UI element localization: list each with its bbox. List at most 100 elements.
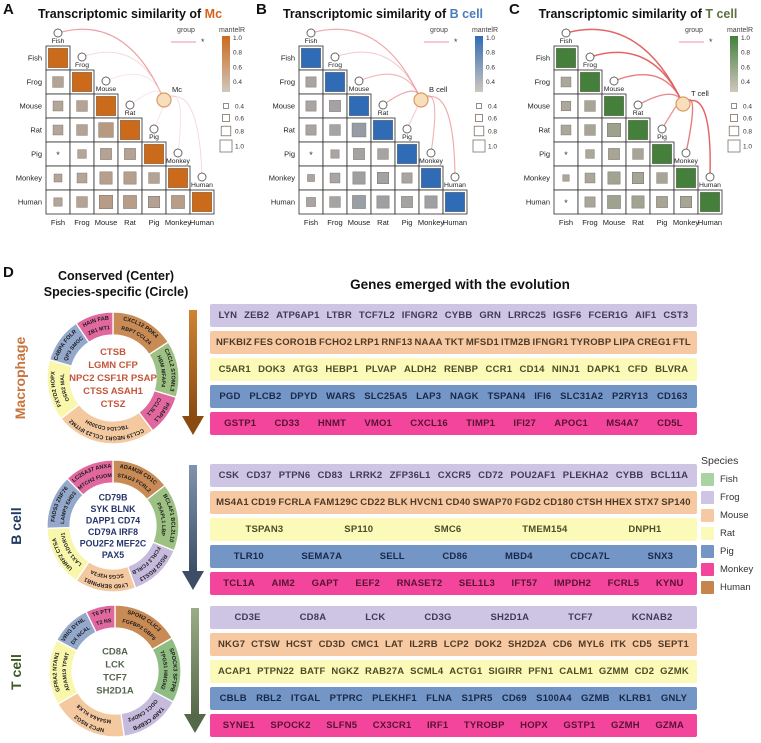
svg-text:Monkey: Monkey — [165, 218, 192, 227]
gene-label: ACAP1 — [217, 666, 252, 677]
celltype-label-bcell: B cell — [8, 507, 24, 545]
gene-label: IGSF6 — [553, 310, 582, 321]
gene-label: VMO1 — [364, 418, 393, 429]
gene-label: TLR10 — [233, 551, 264, 562]
svg-text:Frog: Frog — [327, 218, 342, 227]
gene-label: SEL1L3 — [458, 578, 495, 589]
gene-label: ITK — [610, 639, 627, 650]
species-legend-item: Frog — [701, 488, 761, 506]
gene-label: TCF7L2 — [358, 310, 395, 321]
gene-label: RNF13 — [381, 337, 413, 348]
panel-label-a: A — [3, 1, 14, 18]
gene-label: ALDH2 — [403, 364, 437, 375]
svg-text:Monkey: Monkey — [524, 174, 551, 183]
gene-label: CCR1 — [485, 364, 513, 375]
gene-label: FLNA — [426, 693, 453, 704]
svg-text:Fish: Fish — [28, 54, 42, 63]
gene-label: S100A4 — [536, 693, 572, 704]
gene-label: FCHO2 — [319, 337, 353, 348]
left-header-line1: Conserved (Center) — [58, 269, 174, 283]
svg-text:Pig: Pig — [657, 134, 667, 141]
gene-label: PLCB2 — [249, 391, 282, 402]
species-color-swatch — [701, 544, 714, 558]
gene-label: IFT57 — [511, 578, 538, 589]
gene-label: HOPX — [520, 720, 548, 731]
svg-text:0.8: 0.8 — [743, 129, 752, 136]
svg-text:Mouse: Mouse — [349, 86, 370, 93]
gene-label: CD2 — [634, 666, 655, 677]
gene-label: HVCN1 — [410, 497, 444, 508]
gene-label: FGD2 — [514, 497, 541, 508]
gene-label: CFD — [627, 364, 648, 375]
macrophage-evolution-arrow — [182, 310, 204, 435]
gene-label: AIM2 — [271, 578, 296, 589]
svg-text:Human: Human — [444, 182, 466, 189]
svg-text:Human: Human — [18, 198, 42, 207]
gene-label: CD14 — [519, 364, 545, 375]
gene-label: NGKZ — [331, 666, 360, 677]
svg-text:B cell: B cell — [429, 85, 448, 94]
svg-text:0.6: 0.6 — [743, 116, 752, 123]
panel-label-b: B — [256, 1, 267, 18]
similarity-matrix-mc: Transcriptomic similarity of Mc * Fish Fish… — [16, 7, 245, 227]
svg-text:Human: Human — [443, 218, 467, 227]
gene-label: CDCA7L — [570, 551, 610, 562]
svg-text:Fish: Fish — [536, 54, 550, 63]
gene-label: GAPT — [311, 578, 339, 589]
similarity-matrix-tcell: Transcriptomic similarity of T cell * * Fis… — [524, 7, 753, 227]
gene-label: CD72 — [478, 470, 504, 481]
celltype-label-macrophage: Macrophage — [12, 336, 28, 420]
svg-text:Mouse: Mouse — [604, 86, 625, 93]
species-legend-item: Fish — [701, 470, 761, 488]
gene-label: CTSH — [576, 497, 603, 508]
gene-label: IL2RB — [409, 639, 438, 650]
bcell-gene-rows: CSK CD37 PTPN6 CD83 LRRK2 ZFP36L1 CXCR5 CD72 POU… — [210, 464, 697, 599]
svg-text:Human: Human — [190, 218, 214, 227]
gene-label: MYL6 — [578, 639, 605, 650]
gene-label: SLC25A5 — [364, 391, 408, 402]
svg-text:GFRA2 NTAN1: GFRA2 NTAN1 — [52, 652, 61, 693]
svg-text:SYK BLNK: SYK BLNK — [91, 504, 137, 514]
gene-label: CSK — [218, 470, 240, 481]
svg-text:1.0: 1.0 — [488, 144, 497, 151]
gene-label: LAP3 — [416, 391, 442, 402]
gene-label: CD5 — [632, 639, 652, 650]
gene-row: CD3E CD8A LCK CD3G SH2D1A TCF7 KCNAB2 — [210, 606, 697, 629]
species-legend: Species Fish Frog Mouse Rat Pig Monkey Human — [701, 455, 761, 596]
svg-text:0.6: 0.6 — [235, 116, 244, 123]
svg-text:Rat: Rat — [125, 110, 136, 117]
gene-label: RAB27A — [365, 666, 405, 677]
svg-text:Monkey: Monkey — [674, 158, 698, 165]
svg-text:mantelR: mantelR — [472, 27, 498, 34]
svg-text:Frog: Frog — [75, 62, 89, 69]
svg-text:Monkey: Monkey — [419, 158, 443, 165]
gene-row: ACAP1 PTPN22 BATF NGKZ RAB27A SCML4 ACTG1 SIGIR… — [210, 660, 697, 683]
gene-label: RNASET2 — [396, 578, 443, 589]
species-name: Human — [720, 581, 751, 593]
gene-label: GZMA — [655, 720, 685, 731]
svg-text:Frog: Frog — [328, 62, 342, 69]
svg-text:Human: Human — [698, 218, 722, 227]
gene-label: PLEKHA2 — [562, 470, 609, 481]
svg-text:group: group — [685, 27, 703, 34]
gene-label: DAPK1 — [587, 364, 621, 375]
svg-text:Mouse: Mouse — [527, 102, 550, 111]
gene-label: LIPA — [613, 337, 636, 348]
gene-label: MS4A1 — [216, 497, 249, 508]
gene-label: CD19 — [251, 497, 277, 508]
gene-row: PGD PLCB2 DPYD WARS SLC25A5 LAP3 NAGK TSPAN4 IFI… — [210, 385, 697, 408]
species-name: Pig — [720, 545, 734, 557]
svg-text:*: * — [56, 150, 60, 160]
gene-label: RBL2 — [256, 693, 282, 704]
gene-label: IMPDH2 — [553, 578, 592, 589]
gene-label: CD86 — [442, 551, 468, 562]
similarity-matrix-bcell: Transcriptomic similarity of B cell * Fish… — [269, 7, 498, 227]
svg-text:DAPP1 CD74: DAPP1 CD74 — [86, 515, 140, 525]
svg-text:Pig: Pig — [31, 150, 42, 159]
svg-text:Fish: Fish — [560, 38, 573, 45]
svg-text:0.8: 0.8 — [235, 129, 244, 136]
gene-label: FCER1G — [588, 310, 629, 321]
gene-label: CD3E — [234, 612, 261, 623]
species-name: Mouse — [720, 509, 749, 521]
left-header-line2: Species-specific (Circle) — [43, 285, 189, 299]
